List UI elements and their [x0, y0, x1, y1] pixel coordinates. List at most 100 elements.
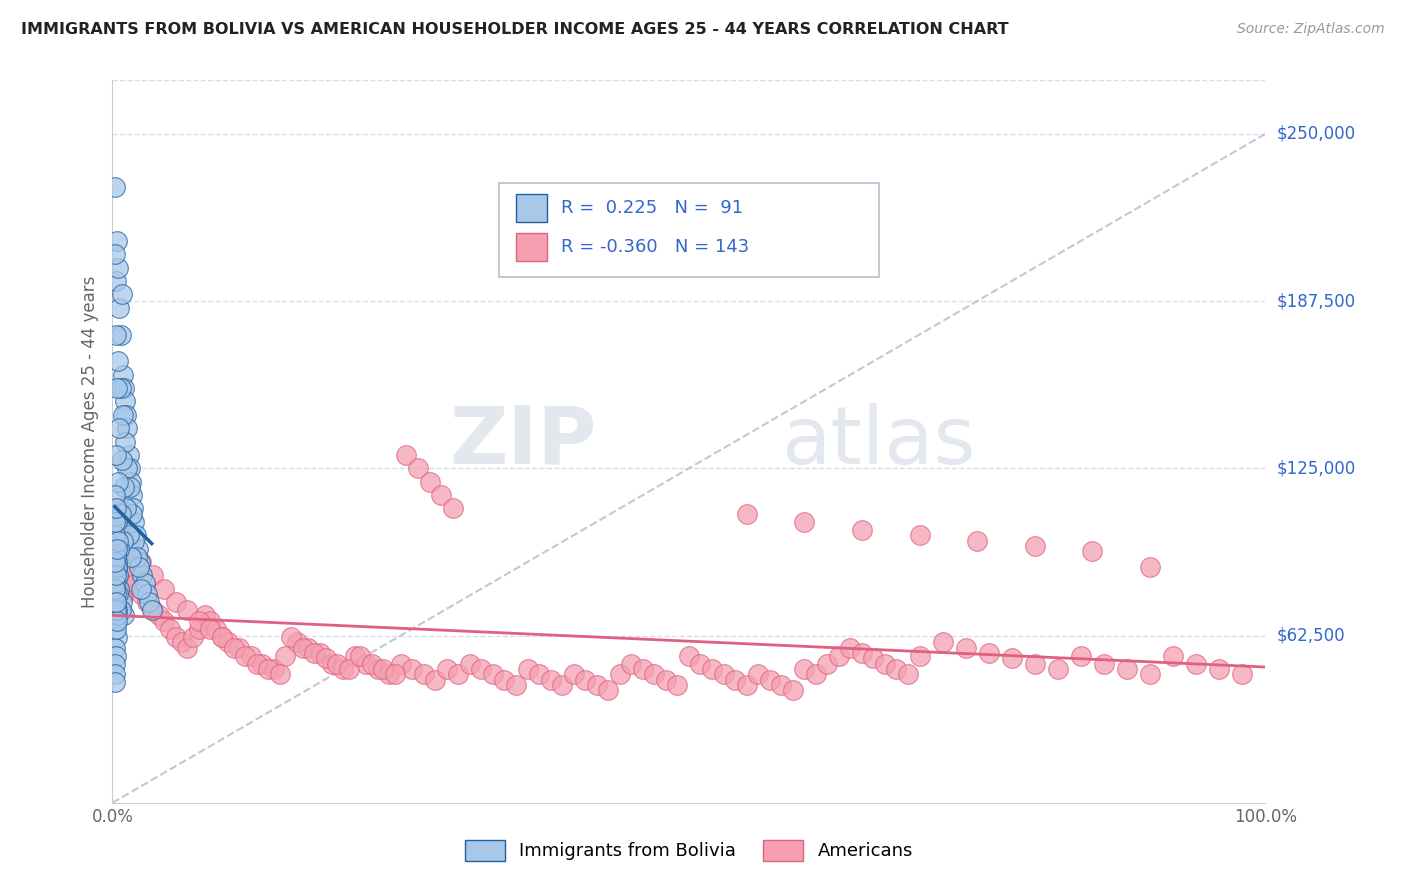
Point	[839, 640, 862, 655]
Point	[104, 587, 127, 601]
Point	[104, 648, 127, 663]
Point	[430, 488, 453, 502]
Point	[110, 603, 132, 617]
Point	[104, 327, 127, 342]
Point	[389, 657, 412, 671]
Point	[112, 480, 135, 494]
Point	[373, 662, 395, 676]
Point	[108, 541, 131, 556]
Point	[217, 635, 239, 649]
Point	[105, 381, 128, 395]
Point	[104, 274, 127, 288]
Point	[758, 673, 780, 687]
Point	[153, 614, 176, 628]
Point	[117, 421, 139, 435]
Point	[125, 549, 148, 564]
Point	[458, 657, 481, 671]
Point	[233, 648, 256, 663]
Point	[689, 657, 711, 671]
Point	[585, 678, 607, 692]
Point	[104, 568, 127, 582]
Point	[105, 603, 128, 617]
Point	[643, 667, 665, 681]
Point	[105, 614, 128, 628]
Point	[104, 614, 127, 628]
Point	[124, 528, 146, 542]
Point	[862, 651, 884, 665]
Point	[104, 515, 127, 529]
Point	[114, 434, 136, 449]
Point	[104, 549, 127, 564]
Point	[107, 533, 129, 548]
Point	[321, 657, 343, 671]
Point	[851, 523, 873, 537]
Point	[108, 582, 131, 596]
Point	[176, 640, 198, 655]
Text: $62,500: $62,500	[1277, 626, 1346, 645]
Point	[104, 488, 127, 502]
Point	[1139, 667, 1161, 681]
Point	[700, 662, 723, 676]
Point	[666, 678, 689, 692]
Point	[1232, 667, 1254, 681]
Point	[141, 603, 163, 617]
Point	[105, 541, 128, 556]
Point	[1046, 662, 1069, 676]
Point	[112, 381, 135, 395]
Point	[111, 368, 134, 382]
Point	[384, 667, 406, 681]
Point	[1081, 544, 1104, 558]
Point	[104, 568, 127, 582]
Point	[955, 640, 977, 655]
Point	[142, 603, 165, 617]
Point	[117, 461, 139, 475]
Point	[194, 608, 217, 623]
Point	[326, 657, 349, 671]
Point	[304, 646, 326, 660]
Point	[735, 678, 758, 692]
Point	[367, 662, 389, 676]
Point	[117, 448, 139, 462]
Point	[620, 657, 643, 671]
Point	[551, 678, 574, 692]
Point	[104, 640, 127, 655]
Point	[274, 648, 297, 663]
Point	[361, 657, 384, 671]
Text: $250,000: $250,000	[1277, 125, 1355, 143]
Point	[110, 327, 132, 342]
Point	[128, 560, 150, 574]
Point	[309, 646, 332, 660]
Point	[136, 587, 159, 601]
Point	[120, 568, 142, 582]
Point	[105, 560, 128, 574]
Point	[966, 533, 988, 548]
Point	[804, 667, 827, 681]
Point	[494, 673, 516, 687]
Point	[105, 560, 128, 574]
Point	[505, 678, 527, 692]
Point	[343, 648, 366, 663]
Point	[851, 646, 873, 660]
Point	[111, 453, 134, 467]
Point	[176, 603, 198, 617]
Point	[401, 662, 423, 676]
Point	[111, 287, 134, 301]
Point	[1161, 648, 1184, 663]
Text: R =  0.225   N =  91: R = 0.225 N = 91	[561, 199, 744, 217]
Point	[104, 603, 127, 617]
Point	[142, 568, 165, 582]
Point	[117, 576, 139, 591]
Point	[419, 475, 441, 489]
Point	[136, 595, 159, 609]
Point	[782, 683, 804, 698]
Text: atlas: atlas	[782, 402, 976, 481]
Point	[104, 657, 127, 671]
Point	[105, 515, 128, 529]
Point	[118, 461, 141, 475]
Point	[112, 608, 135, 623]
Point	[104, 675, 127, 690]
Point	[200, 614, 222, 628]
Point	[104, 576, 127, 591]
Point	[1024, 657, 1046, 671]
Point	[104, 595, 127, 609]
